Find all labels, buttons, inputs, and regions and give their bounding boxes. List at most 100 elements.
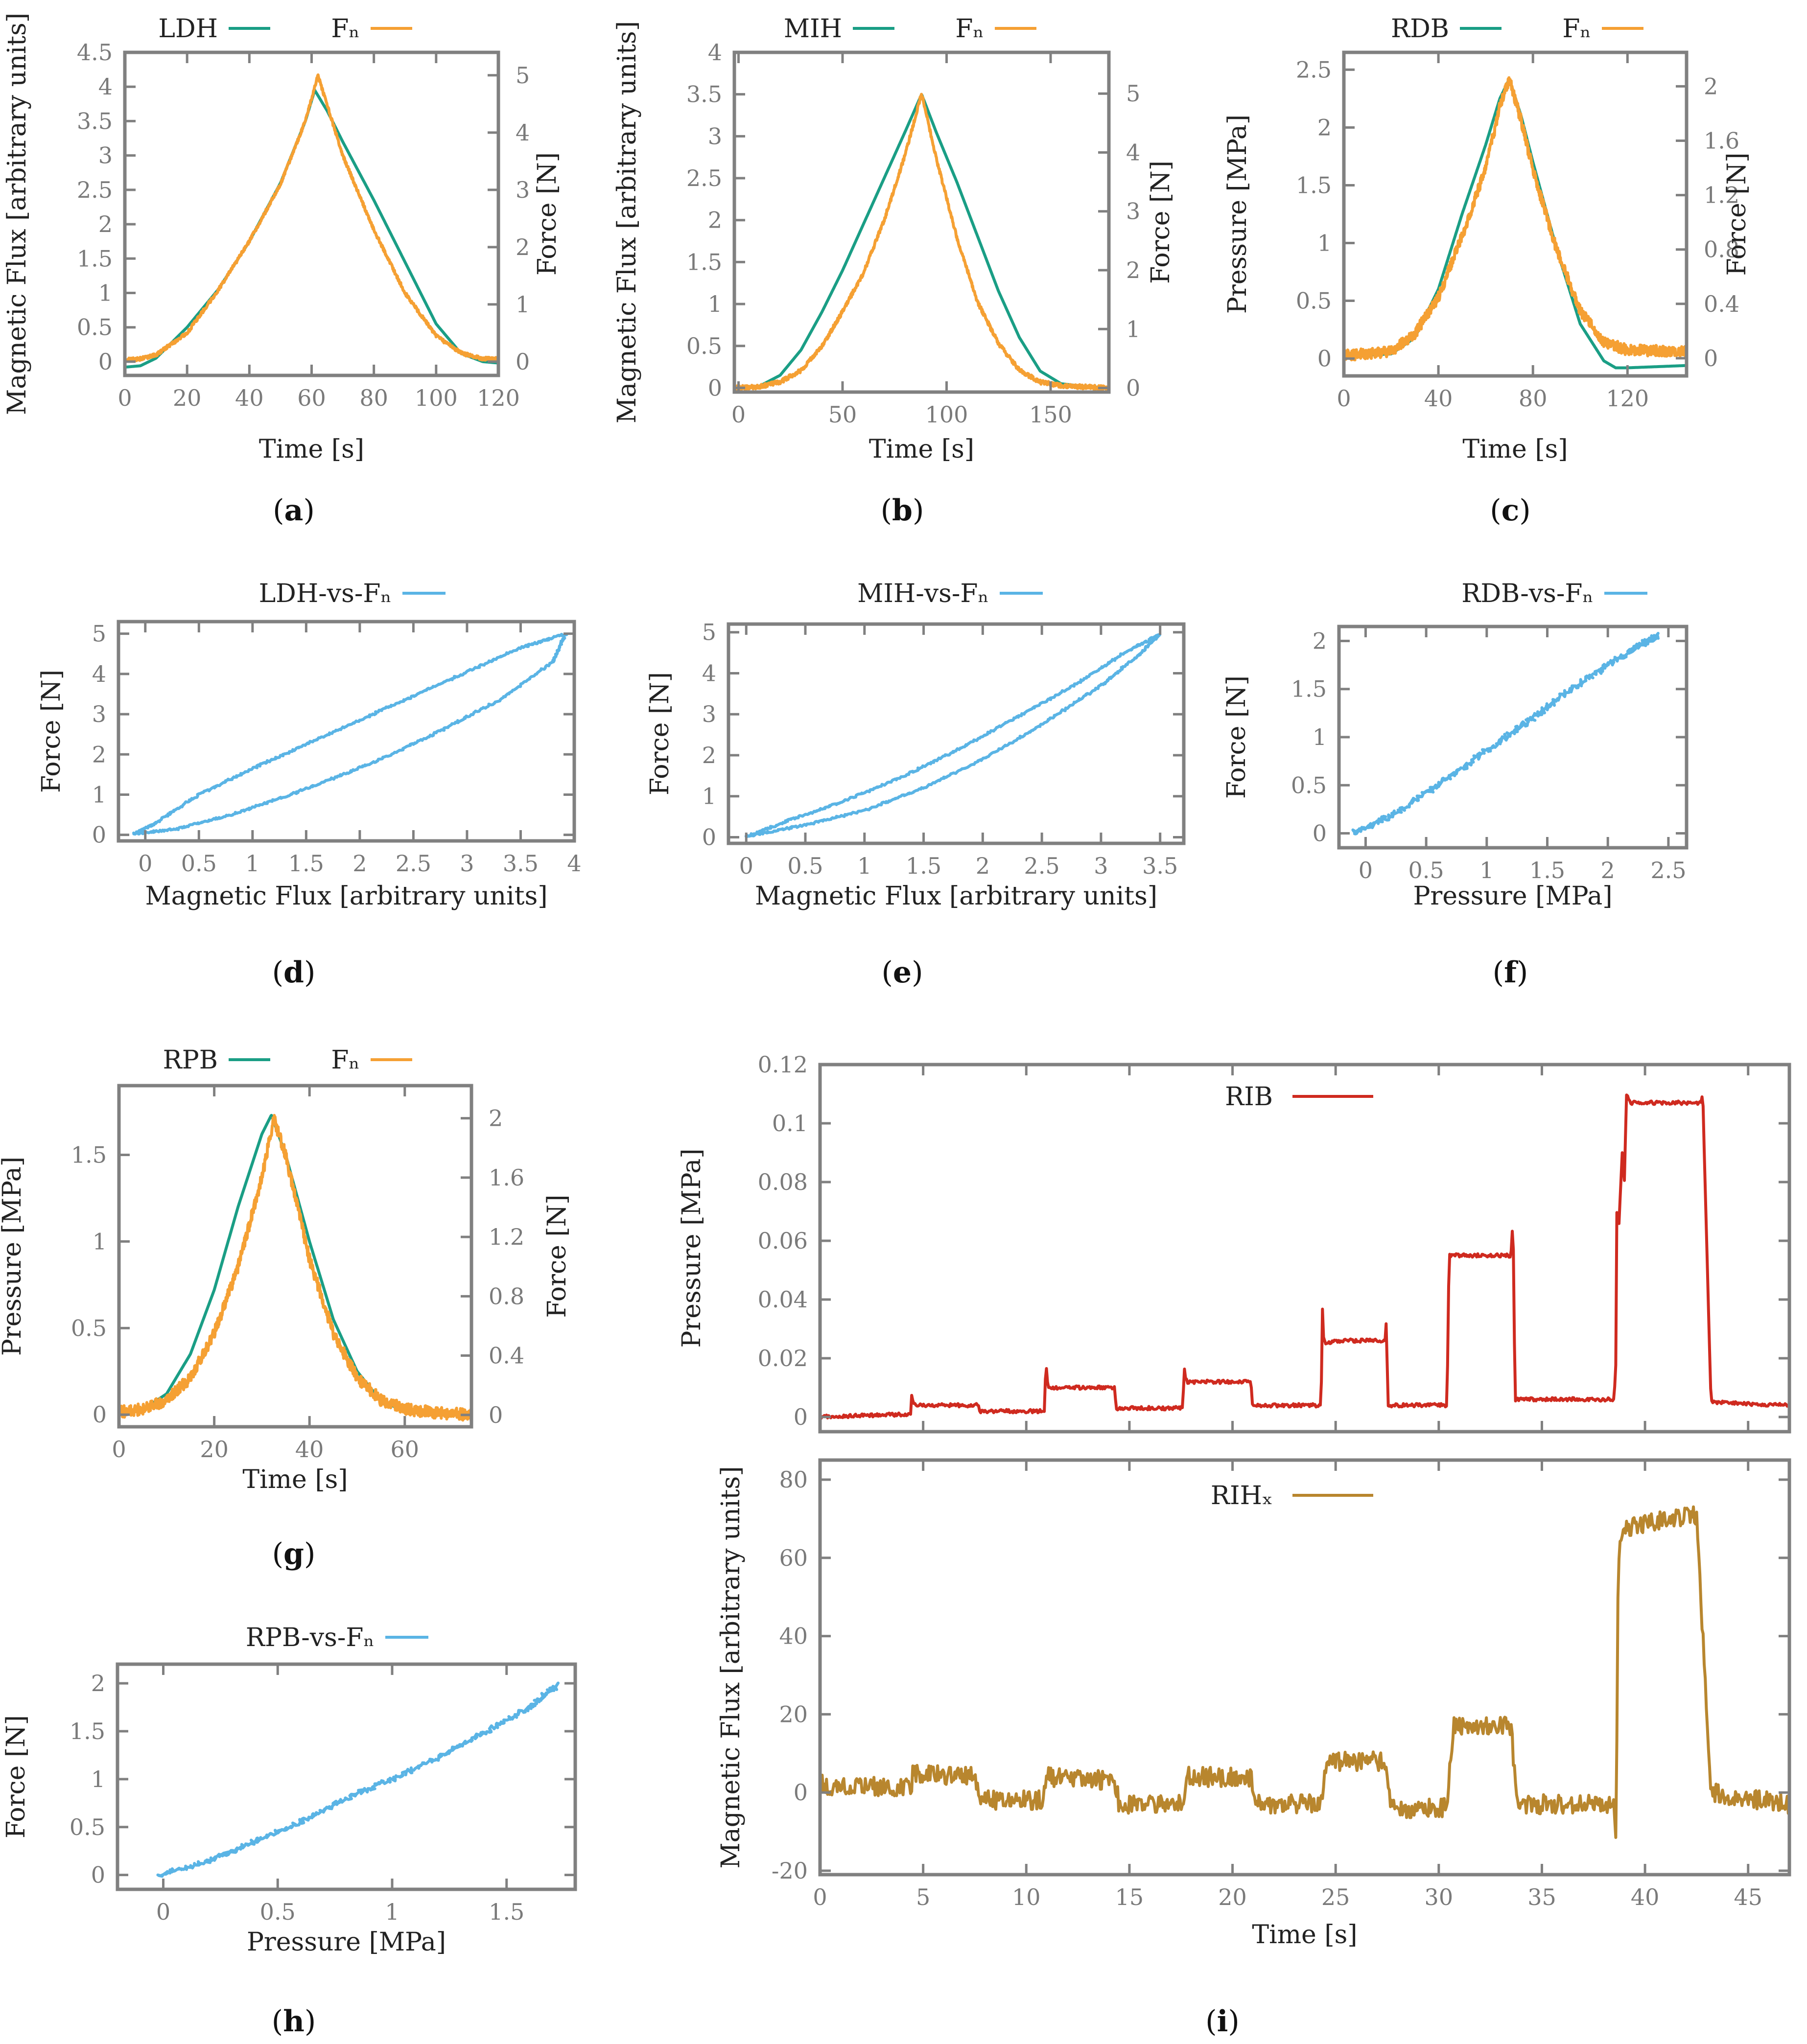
panel-e: (e) 0 0.5 1 1.5 2 2.5 3 3.5 0 1 2 3 4 5 Magnetic Flux …: [645, 579, 1186, 990]
x-tick-label: 20: [1218, 1884, 1247, 1910]
x-tick-label: 150: [1029, 401, 1072, 428]
y-tick-label: 4: [708, 39, 722, 66]
y2-tick-label: 0: [489, 1402, 503, 1428]
y-tick-label: 0: [708, 374, 722, 401]
y2-tick-label: 5: [1126, 80, 1140, 107]
legend-label-f: Fₙ: [331, 1045, 360, 1075]
panel-g: (g) 0 20 40 60 0 0.5 1 1.5 0 0.4 0.8 1.2 1.6 2 Time [s…: [0, 1045, 572, 1571]
x-tick-label: 15: [1115, 1884, 1144, 1910]
y2-tick-label: 4: [1126, 139, 1140, 165]
y2-tick-label: 1.2: [489, 1224, 524, 1250]
y-axis-label: Pressure [MPa]: [1223, 115, 1252, 314]
y-tick-label: 5: [702, 619, 716, 646]
y2-tick-label: 0.4: [1704, 291, 1739, 317]
legend-label-rib: RIB: [1225, 1082, 1273, 1112]
y-tick-label: -20: [772, 1858, 808, 1884]
y-tick-label: 1.5: [1291, 676, 1327, 702]
x-tick-label: 30: [1425, 1884, 1454, 1910]
legend-label-rpb: RPB: [163, 1045, 218, 1075]
y-tick-label: 40: [779, 1623, 808, 1649]
panel-d: (d) 0 0.5 1 1.5 2 2.5 3 3.5 4 0 1 2 3 4 5 Magnetic Flux…: [37, 579, 582, 990]
x-tick-label: 0: [112, 1436, 126, 1463]
x-tick-label: 0: [1337, 385, 1351, 412]
x-tick-label: 4: [567, 850, 581, 877]
series-g-rpb-line: [119, 1114, 471, 1417]
legend-label-ldh: LDH: [158, 14, 218, 44]
plot-frame-h: [116, 1662, 577, 1891]
y-axis-label: Magnetic Flux [arbitrary units]: [2, 13, 32, 415]
y-tick-label: 0.1: [772, 1110, 808, 1137]
x-tick-label: 0.5: [260, 1899, 296, 1925]
x-tick-label: 40: [1631, 1884, 1660, 1910]
series-c-f-line: [1344, 76, 1687, 362]
y-tick-label: 2: [1317, 114, 1332, 140]
x-tick-label: 40: [295, 1436, 324, 1463]
y2-tick-label: 2: [489, 1105, 503, 1132]
y2-tick-label: 5: [516, 62, 530, 89]
x-tick-label: 20: [200, 1436, 229, 1463]
y-tick-label: 0: [1313, 820, 1327, 847]
y2-tick-label: 1.6: [1704, 128, 1739, 154]
x-tick-label: 2.5: [396, 850, 431, 877]
x-tick-label: 1: [245, 850, 259, 877]
y2-tick-label: 2: [516, 234, 530, 260]
y-tick-label: 1: [1313, 724, 1327, 750]
series-h-rpb-vs-f-line: [156, 1681, 560, 1878]
y-tick-label: 1.5: [77, 245, 113, 272]
x-axis-label: Time [s]: [869, 435, 974, 464]
y-tick-label: 0: [98, 348, 113, 375]
y-tick-label: 4: [92, 661, 106, 687]
y-tick-label: 0: [794, 1404, 808, 1430]
y-tick-label: 0.5: [71, 1315, 107, 1341]
x-tick-label: 35: [1527, 1884, 1556, 1910]
y-tick-label: 2.5: [1296, 56, 1332, 83]
y-tick-label: 0: [1317, 346, 1332, 372]
x-tick-label: 5: [916, 1884, 930, 1910]
x-axis-label: Time [s]: [1462, 435, 1568, 464]
y-tick-label: 2.5: [686, 165, 722, 191]
y2-tick-label: 3: [516, 177, 530, 203]
legend-label-mih-vs-f: MIH-vs-Fₙ: [857, 579, 989, 608]
x-tick-label: 120: [1606, 385, 1649, 412]
x-tick-label: 0: [1359, 857, 1373, 883]
y-tick-label: 5: [92, 621, 106, 647]
x-axis-label: Magnetic Flux [arbitrary units]: [755, 882, 1157, 911]
x-tick-label: 60: [391, 1436, 420, 1463]
x-tick-label: 25: [1321, 1884, 1350, 1910]
x-tick-label: 80: [1519, 385, 1548, 412]
x-tick-label: 2: [352, 850, 367, 877]
caption-g: (g): [272, 1537, 316, 1571]
y-tick-label: 2: [708, 207, 722, 233]
plot-frame-g: [117, 1084, 473, 1429]
y-tick-label: 0: [92, 822, 106, 848]
x-tick-label: 1: [1479, 857, 1494, 883]
caption-c: (c): [1490, 493, 1530, 528]
y-tick-label: 0.06: [758, 1228, 808, 1254]
x-tick-label: 1: [857, 853, 871, 879]
y-tick-label: 2: [702, 742, 716, 768]
y2-axis-label: Force [N]: [1722, 153, 1752, 276]
plot-frame-c: [1342, 50, 1689, 378]
x-tick-label: 0.5: [181, 850, 217, 877]
panel-a: (a) 0 20 40 60 80 100 120 0 0.5 1 1.5 2 2.5 3 3.5 4 4.5 0…: [2, 13, 562, 528]
y-tick-label: 3.5: [77, 108, 113, 134]
legend-label-rdb-vs-f: RDB-vs-Fₙ: [1461, 579, 1594, 608]
x-tick-label: 3.5: [1142, 853, 1178, 879]
y-tick-label: 1: [1317, 230, 1332, 256]
y-tick-label: 3: [92, 701, 106, 727]
x-tick-label: 2: [976, 853, 990, 879]
y-tick-label: 20: [779, 1701, 808, 1727]
y-tick-label: 1.5: [686, 249, 722, 275]
x-tick-label: 45: [1734, 1884, 1762, 1910]
y-tick-label: 60: [779, 1545, 808, 1571]
y-tick-label: 2.5: [77, 177, 113, 203]
y2-tick-label: 2: [1704, 73, 1718, 99]
caption-b: (b): [881, 493, 924, 528]
x-tick-label: 2: [1601, 857, 1615, 883]
series-g-f-line: [119, 1114, 471, 1422]
x-tick-label: 40: [235, 385, 264, 411]
legend-label-mih: MIH: [784, 14, 842, 44]
series-a-f-line: [125, 73, 498, 363]
x-tick-label: 10: [1012, 1884, 1041, 1910]
